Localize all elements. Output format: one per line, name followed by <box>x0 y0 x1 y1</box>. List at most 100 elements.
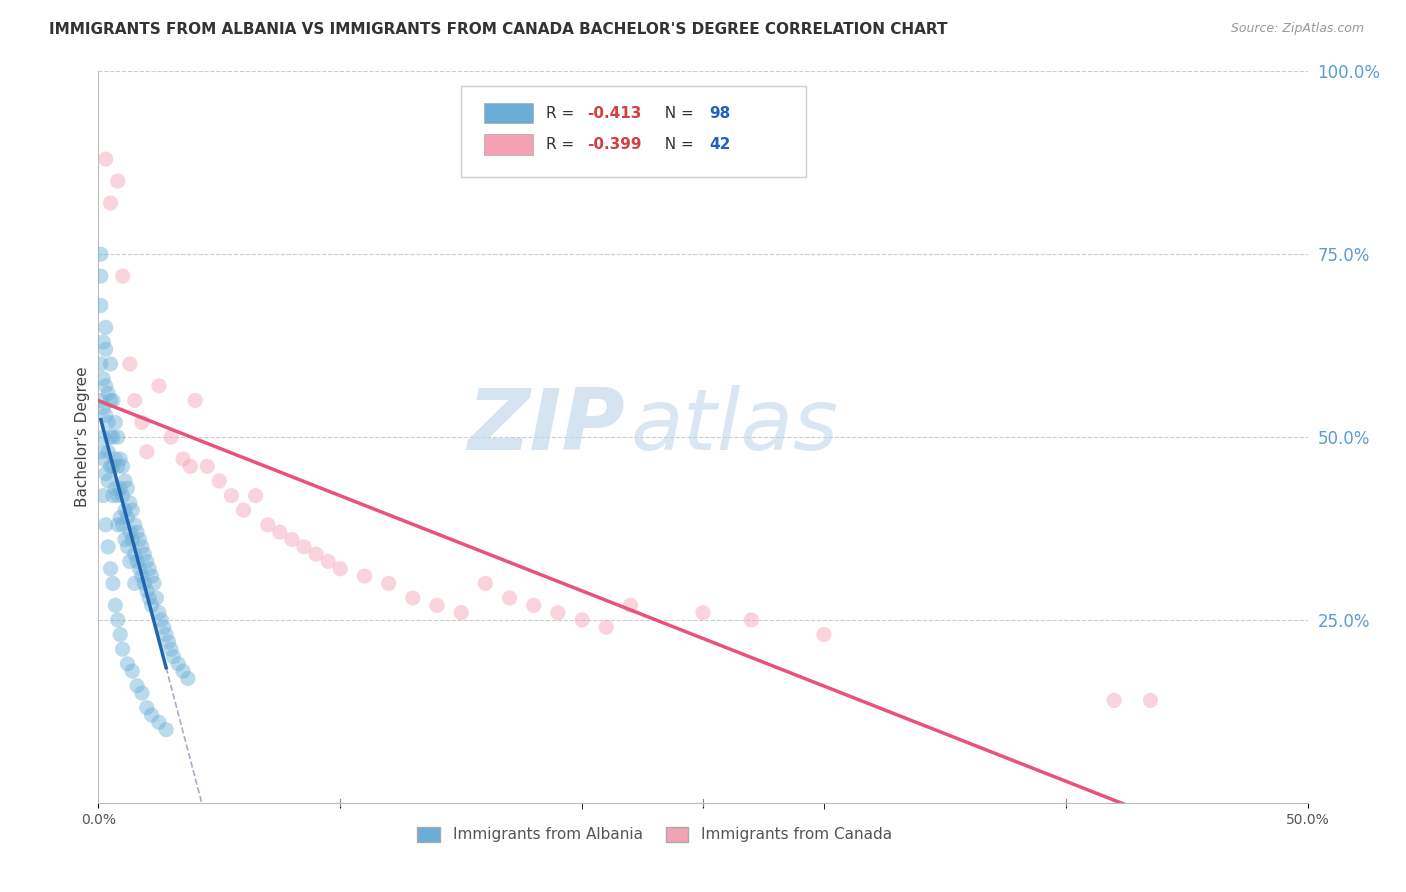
Point <box>97 444 120 458</box>
Point <box>121 664 143 678</box>
Point <box>108 452 131 467</box>
Point <box>90 357 112 371</box>
Point <box>100 562 122 576</box>
Point <box>145 591 167 605</box>
Text: IMMIGRANTS FROM ALBANIA VS IMMIGRANTS FROM CANADA BACHELOR'S DEGREE CORRELATION : IMMIGRANTS FROM ALBANIA VS IMMIGRANTS FR… <box>49 22 948 37</box>
Text: N =: N = <box>655 137 699 152</box>
Point <box>269 525 291 540</box>
Point <box>94 343 117 357</box>
Point <box>90 444 112 458</box>
Point <box>245 489 267 503</box>
Point <box>316 554 339 568</box>
Point <box>221 489 243 503</box>
Text: 98: 98 <box>709 105 730 120</box>
Point <box>111 489 134 503</box>
Point <box>148 379 170 393</box>
Point <box>90 298 112 312</box>
Text: 42: 42 <box>709 137 731 152</box>
Point <box>1139 693 1161 707</box>
Point <box>111 459 134 474</box>
Point <box>108 510 131 524</box>
Point <box>138 562 160 576</box>
Point <box>377 576 399 591</box>
Point <box>595 620 617 634</box>
Point <box>195 459 218 474</box>
Point <box>97 540 120 554</box>
Point <box>107 459 129 474</box>
Point <box>117 481 139 495</box>
Point <box>353 569 375 583</box>
Point <box>1102 693 1125 707</box>
Point <box>114 474 136 488</box>
Point <box>91 489 114 503</box>
Point <box>177 672 200 686</box>
Point <box>148 606 170 620</box>
Point <box>100 196 122 211</box>
Text: atlas: atlas <box>630 384 838 467</box>
Point <box>124 517 146 532</box>
Point <box>155 627 177 641</box>
Point <box>90 247 112 261</box>
Point <box>131 569 153 583</box>
Point <box>143 576 166 591</box>
Point <box>90 269 112 284</box>
Text: -0.413: -0.413 <box>586 105 641 120</box>
Point <box>117 510 139 524</box>
Point <box>91 401 114 415</box>
Point <box>94 517 117 532</box>
Point <box>108 481 131 495</box>
Point <box>141 708 163 723</box>
Point <box>135 554 157 568</box>
Point <box>101 489 124 503</box>
Point <box>111 517 134 532</box>
Point <box>547 606 569 620</box>
Point <box>426 599 449 613</box>
Point <box>94 152 117 166</box>
Point <box>571 613 593 627</box>
Point <box>91 371 114 385</box>
Point <box>91 430 114 444</box>
Point <box>114 503 136 517</box>
Point <box>97 474 120 488</box>
Point <box>292 540 315 554</box>
Point <box>135 583 157 598</box>
Point <box>134 547 156 561</box>
Text: -0.399: -0.399 <box>586 137 641 152</box>
Point <box>138 591 160 605</box>
Y-axis label: Bachelor's Degree: Bachelor's Degree <box>75 367 90 508</box>
Point <box>101 430 124 444</box>
FancyBboxPatch shape <box>461 86 806 178</box>
Point <box>104 452 127 467</box>
Point <box>94 320 117 334</box>
Point <box>100 357 122 371</box>
Bar <box>484 103 533 123</box>
Point <box>124 547 146 561</box>
Text: R =: R = <box>546 137 579 152</box>
Legend: Immigrants from Albania, Immigrants from Canada: Immigrants from Albania, Immigrants from… <box>409 819 900 850</box>
Point <box>160 642 183 657</box>
Point <box>127 554 149 568</box>
Point <box>128 562 150 576</box>
Point <box>107 613 129 627</box>
Point <box>97 416 120 430</box>
Point <box>131 540 153 554</box>
Point <box>97 386 120 401</box>
Point <box>100 459 122 474</box>
Point <box>135 700 157 714</box>
Point <box>107 174 129 188</box>
Point <box>127 679 149 693</box>
Point <box>121 503 143 517</box>
Point <box>91 334 114 349</box>
Point <box>107 430 129 444</box>
Point <box>90 393 112 408</box>
Point <box>124 576 146 591</box>
Point <box>474 576 496 591</box>
Point <box>498 591 520 605</box>
Point <box>104 481 127 495</box>
Text: Source: ZipAtlas.com: Source: ZipAtlas.com <box>1230 22 1364 36</box>
Point <box>134 576 156 591</box>
Point <box>107 489 129 503</box>
Text: R =: R = <box>546 105 579 120</box>
Point <box>117 657 139 671</box>
Point <box>208 474 231 488</box>
